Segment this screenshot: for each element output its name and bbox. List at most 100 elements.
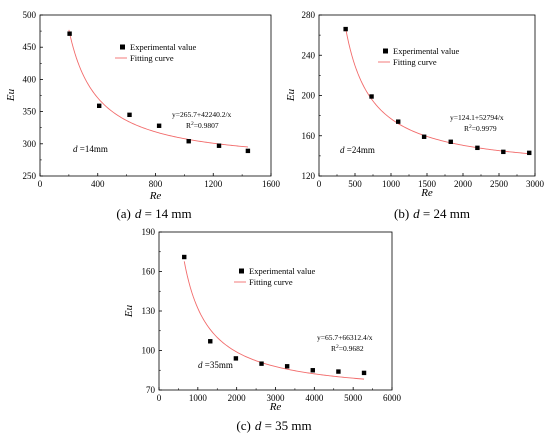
legend-entry-fitting: Fitting curve xyxy=(393,57,437,67)
panel-caption: (a) d = 14 mm xyxy=(116,206,191,221)
y-axis-label: Eu xyxy=(123,304,135,318)
r-squared-symbol: R xyxy=(331,344,336,353)
fit-equation: y=265.7+42240.2/x xyxy=(172,110,232,119)
diameter-value: =14mm xyxy=(78,144,108,154)
diameter-annotation: d =24mm xyxy=(340,145,375,155)
data-point xyxy=(421,134,427,139)
x-tick-label: 500 xyxy=(348,179,362,189)
legend-marker-icon xyxy=(239,268,244,274)
fitting-curve-line xyxy=(183,261,365,380)
data-point xyxy=(369,94,374,99)
x-tick-label: 5000 xyxy=(344,393,363,403)
fit-equation: y=65.7+66312.4/x xyxy=(317,333,373,342)
x-tick-label: 1200 xyxy=(204,179,223,189)
x-tick-label: 4000 xyxy=(305,393,324,403)
data-point xyxy=(216,143,222,148)
data-point xyxy=(127,112,132,118)
x-tick-label: 1000 xyxy=(382,179,401,189)
legend-entry-experimental: Experimental value xyxy=(393,46,460,56)
data-point xyxy=(284,364,290,369)
y-tick-label: 160 xyxy=(142,267,156,277)
diameter-annotation: d =35mm xyxy=(198,360,233,370)
y-tick-label: 160 xyxy=(302,131,316,141)
r-squared-superscript: 2 xyxy=(336,344,339,350)
y-tick-label: 130 xyxy=(142,306,156,316)
caption-letter: (a) xyxy=(116,206,130,221)
data-point xyxy=(448,139,453,144)
x-tick-label: 2000 xyxy=(454,179,473,189)
y-tick-label: 190 xyxy=(142,227,156,237)
legend-entry-fitting: Fitting curve xyxy=(130,53,174,63)
y-tick-label: 280 xyxy=(302,10,316,20)
x-axis-label: Re xyxy=(420,187,433,199)
x-tick-label: 6000 xyxy=(383,393,402,403)
data-point xyxy=(336,369,341,374)
data-point xyxy=(245,148,251,154)
legend-marker-icon xyxy=(383,48,388,54)
diameter-value: =35mm xyxy=(203,360,233,370)
legend-marker-icon xyxy=(120,44,125,50)
caption-variable: d xyxy=(135,206,142,221)
x-tick-label: 800 xyxy=(149,179,163,189)
y-tick-label: 100 xyxy=(142,346,156,356)
caption-letter: (b) xyxy=(394,206,409,221)
x-tick-label: 3000 xyxy=(267,393,286,403)
r-squared-value: =0.9807 xyxy=(194,121,219,130)
x-tick-label: 0 xyxy=(157,393,162,403)
data-point xyxy=(501,149,506,155)
y-tick-label: 450 xyxy=(23,42,37,52)
data-point xyxy=(475,145,480,151)
r-squared: R2=0.9682 xyxy=(331,344,364,353)
data-point xyxy=(259,361,264,366)
caption-value: = 24 mm xyxy=(420,206,470,221)
y-axis-label: Eu xyxy=(285,88,297,102)
x-tick-label: 3000 xyxy=(526,179,545,189)
y-tick-label: 300 xyxy=(23,139,37,149)
diameter-symbol: d xyxy=(73,144,78,154)
caption-value: = 14 mm xyxy=(141,206,191,221)
caption-variable: d xyxy=(255,418,262,433)
y-axis-label: Eu xyxy=(5,88,17,102)
legend-entry-experimental: Experimental value xyxy=(130,42,197,52)
x-tick-label: 400 xyxy=(91,179,105,189)
x-axis-label: Re xyxy=(149,190,162,202)
r-squared-superscript: 2 xyxy=(469,124,472,130)
x-tick-label: 2000 xyxy=(228,393,247,403)
r-squared-value: =0.9979 xyxy=(472,124,497,133)
x-tick-label: 0 xyxy=(317,179,322,189)
x-tick-label: 0 xyxy=(38,179,43,189)
x-tick-label: 1000 xyxy=(189,393,208,403)
diameter-symbol: d xyxy=(198,360,203,370)
chart-panel-a: 0 400 800 1200 1600 250 300 350 400 450 500 Re Eu Exp… xyxy=(5,10,281,221)
data-point xyxy=(67,31,72,36)
diameter-value: =24mm xyxy=(345,145,375,155)
data-point xyxy=(208,339,213,344)
y-tick-label: 240 xyxy=(302,50,316,60)
x-axis-label: Re xyxy=(269,401,282,413)
data-point xyxy=(96,103,102,109)
legend-entry-fitting: Fitting curve xyxy=(249,277,293,287)
data-point xyxy=(156,123,162,128)
y-tick-label: 120 xyxy=(302,171,316,181)
data-point xyxy=(233,356,239,361)
panel-caption: (c) d = 35 mm xyxy=(236,418,311,433)
chart-panel-c: 0 1000 2000 3000 4000 5000 6000 70 100 130 160 190 R… xyxy=(123,227,402,433)
diameter-symbol: d xyxy=(340,145,345,155)
panel-caption: (b) d = 24 mm xyxy=(394,206,470,221)
x-tick-label: 1500 xyxy=(418,179,437,189)
r-squared: R2=0.9807 xyxy=(186,121,219,130)
legend-entry-experimental: Experimental value xyxy=(249,266,316,276)
caption-value: = 35 mm xyxy=(261,418,311,433)
r-squared-superscript: 2 xyxy=(191,121,194,127)
x-tick-label: 1600 xyxy=(262,179,281,189)
data-point xyxy=(527,150,532,156)
data-point xyxy=(343,26,348,32)
y-tick-label: 350 xyxy=(23,107,37,117)
data-point xyxy=(182,254,187,260)
data-point xyxy=(310,368,315,373)
r-squared-symbol: R xyxy=(186,121,191,130)
data-point xyxy=(396,119,401,124)
data-point xyxy=(361,370,367,376)
r-squared-value: =0.9682 xyxy=(339,344,364,353)
